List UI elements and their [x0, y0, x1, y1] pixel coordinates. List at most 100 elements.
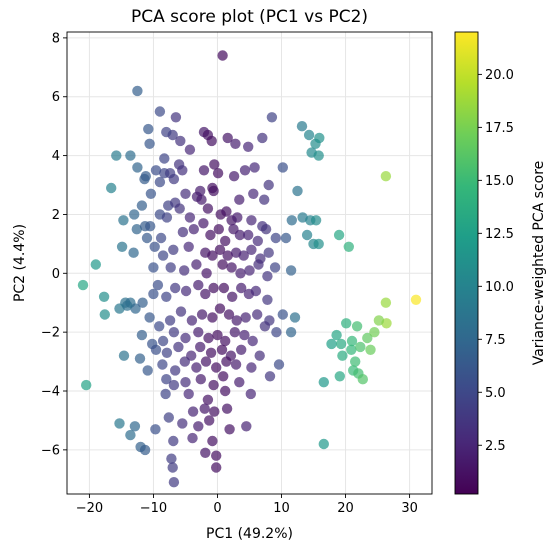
- scatter-point: [198, 218, 209, 229]
- scatter-point: [131, 224, 142, 235]
- scatter-point: [157, 335, 169, 347]
- y-tick-label: 0: [52, 267, 60, 282]
- scatter-point: [159, 153, 170, 164]
- scatter-point: [264, 371, 276, 382]
- x-tick-label: 10: [273, 501, 290, 516]
- scatter-point: [208, 379, 219, 391]
- scatter-point: [191, 362, 202, 373]
- scatter-point: [326, 338, 337, 350]
- scatter-point: [205, 347, 217, 358]
- scatter-point: [220, 235, 231, 247]
- scatter-point: [285, 265, 297, 276]
- scatter-point: [252, 309, 263, 320]
- scatter-point: [154, 176, 166, 188]
- y-tick-label: 6: [52, 90, 60, 105]
- scatter-point: [200, 356, 212, 367]
- scatter-point: [273, 359, 285, 370]
- plot-area: [67, 32, 432, 494]
- scatter-point: [229, 327, 240, 338]
- scatter-point: [161, 374, 172, 385]
- scatter-point: [277, 309, 288, 320]
- scatter-point: [154, 321, 165, 332]
- scatter-point: [180, 332, 191, 344]
- scatter-point: [193, 327, 204, 338]
- scatter-point: [170, 282, 181, 294]
- scatter-point: [195, 185, 206, 197]
- scatter-point: [196, 194, 207, 205]
- scatter-point: [240, 312, 251, 323]
- scatter-point: [168, 477, 180, 488]
- x-tick-label: 20: [337, 501, 354, 516]
- scatter-point: [200, 288, 211, 300]
- scatter-point: [157, 359, 168, 370]
- scatter-point: [318, 438, 329, 450]
- scatter-point: [216, 344, 228, 355]
- scatter-point: [234, 194, 245, 205]
- scatter-point: [369, 327, 380, 338]
- scatter-point: [246, 362, 257, 373]
- scatter-point: [234, 229, 246, 241]
- scatter-point: [239, 329, 250, 341]
- scatter-point: [259, 321, 271, 332]
- scatter-point: [136, 329, 148, 341]
- scatter-point: [148, 288, 159, 300]
- scatter-point: [254, 350, 265, 361]
- scatter-point: [246, 244, 257, 255]
- scatter-point: [179, 356, 190, 367]
- scatter-point: [157, 250, 169, 261]
- scatter-point: [174, 203, 185, 214]
- scatter-point: [150, 344, 162, 355]
- scatter-point: [238, 250, 249, 261]
- scatter-point: [236, 282, 247, 294]
- scatter-point: [213, 224, 224, 235]
- scatter-point: [217, 259, 228, 270]
- scatter-point: [313, 150, 324, 161]
- scatter-point: [207, 312, 218, 323]
- scatter-point: [214, 244, 226, 255]
- colorbar: [455, 32, 478, 494]
- scatter-point: [144, 138, 155, 149]
- scatter-point: [285, 327, 297, 338]
- scatter-point: [168, 244, 179, 255]
- scatter-point: [180, 188, 191, 199]
- scatter-point: [164, 315, 176, 326]
- scatter-point: [187, 406, 199, 417]
- scatter-point: [259, 194, 270, 205]
- scatter-point: [243, 141, 254, 152]
- scatter-point: [118, 215, 129, 226]
- scatter-point: [334, 371, 345, 382]
- scatter-point: [277, 162, 288, 173]
- scatter-point: [132, 162, 143, 173]
- scatter-point: [245, 388, 256, 400]
- colorbar-ticks: 2.5 5.0 7.5 10.0 12.5 15.0 17.5 20.0: [478, 68, 514, 454]
- scatter-point: [168, 379, 180, 391]
- scatter-point: [380, 297, 392, 308]
- scatter-point: [122, 300, 133, 311]
- colorbar-tick-label: 20.0: [485, 68, 514, 83]
- colorbar-tick-label: 17.5: [485, 121, 514, 136]
- colorbar-tick-label: 12.5: [485, 227, 514, 242]
- scatter-point: [286, 215, 297, 226]
- scatter-point: [235, 268, 246, 279]
- colorbar-label: Variance-weighted PCA score: [531, 161, 547, 366]
- scatter-point: [202, 394, 214, 405]
- scatter-point: [77, 279, 89, 291]
- scatter-point: [128, 247, 139, 258]
- scatter-point: [154, 106, 166, 117]
- scatter-point: [263, 179, 274, 191]
- scatter-point: [380, 171, 392, 182]
- scatter-point: [140, 171, 151, 182]
- scatter-point: [301, 229, 313, 241]
- scatter-point: [145, 221, 156, 232]
- scatter-point: [239, 165, 251, 176]
- scatter-point: [204, 415, 215, 426]
- data-points: [77, 50, 422, 488]
- scatter-point: [170, 112, 182, 123]
- scatter-point: [193, 421, 204, 432]
- y-tick-label: 2: [52, 208, 60, 223]
- scatter-point: [111, 150, 122, 161]
- x-tick-label: 30: [401, 501, 418, 516]
- scatter-point: [116, 241, 128, 252]
- scatter-point: [241, 421, 252, 432]
